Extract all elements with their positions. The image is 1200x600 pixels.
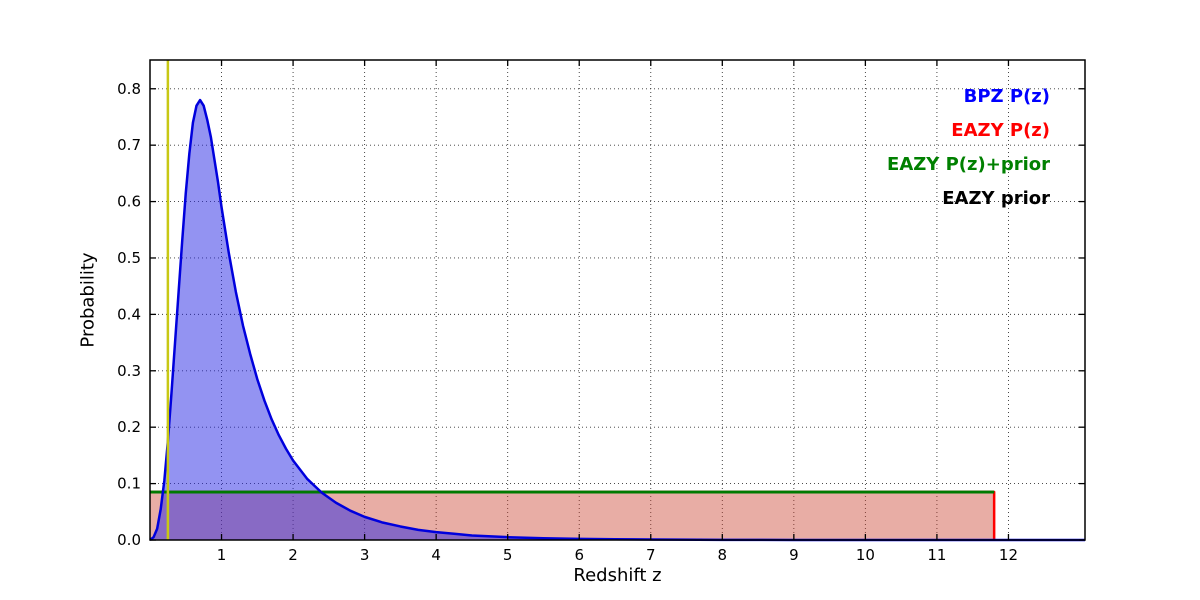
x-tick-label: 3: [360, 546, 370, 564]
y-tick-label: 0.0: [117, 531, 141, 549]
series-line: [149, 98, 1085, 542]
x-tick-label: 12: [999, 546, 1018, 564]
x-tick-label: 11: [927, 546, 946, 564]
legend-entry: BPZ P(z): [963, 86, 1050, 107]
x-tick-label: 1: [217, 546, 227, 564]
x-tick-label: 4: [431, 546, 441, 564]
x-tick-label: 6: [574, 546, 584, 564]
series-fill: [150, 100, 1085, 541]
x-tick-label: 10: [856, 546, 875, 564]
x-axis-label: Redshift z: [573, 565, 662, 586]
axes-frame: [149, 59, 1086, 541]
legend: BPZ P(z) EAZY P(z) EAZY P(z)+prior EAZY pri…: [887, 80, 1050, 216]
legend-entry: EAZY prior: [942, 188, 1050, 209]
y-tick-label: 0.2: [117, 418, 141, 436]
y-tick-label: 0.8: [117, 80, 141, 98]
x-tick-label: 9: [789, 546, 799, 564]
x-tick-label: 5: [503, 546, 513, 564]
legend-entry: EAZY P(z): [951, 120, 1050, 141]
y-tick-label: 0.4: [117, 305, 141, 323]
legend-entry: EAZY P(z)+prior: [887, 154, 1050, 175]
x-tick-label: 2: [288, 546, 298, 564]
y-tick-label: 0.6: [117, 193, 141, 211]
y-tick-label: 0.1: [117, 475, 141, 493]
x-tick-label: 8: [718, 546, 728, 564]
y-tick-label: 0.7: [117, 136, 141, 154]
x-tick-label: 7: [646, 546, 656, 564]
y-tick-label: 0.5: [117, 249, 141, 267]
y-tick-label: 0.3: [117, 362, 141, 380]
y-axis-label: Probability: [77, 252, 99, 348]
